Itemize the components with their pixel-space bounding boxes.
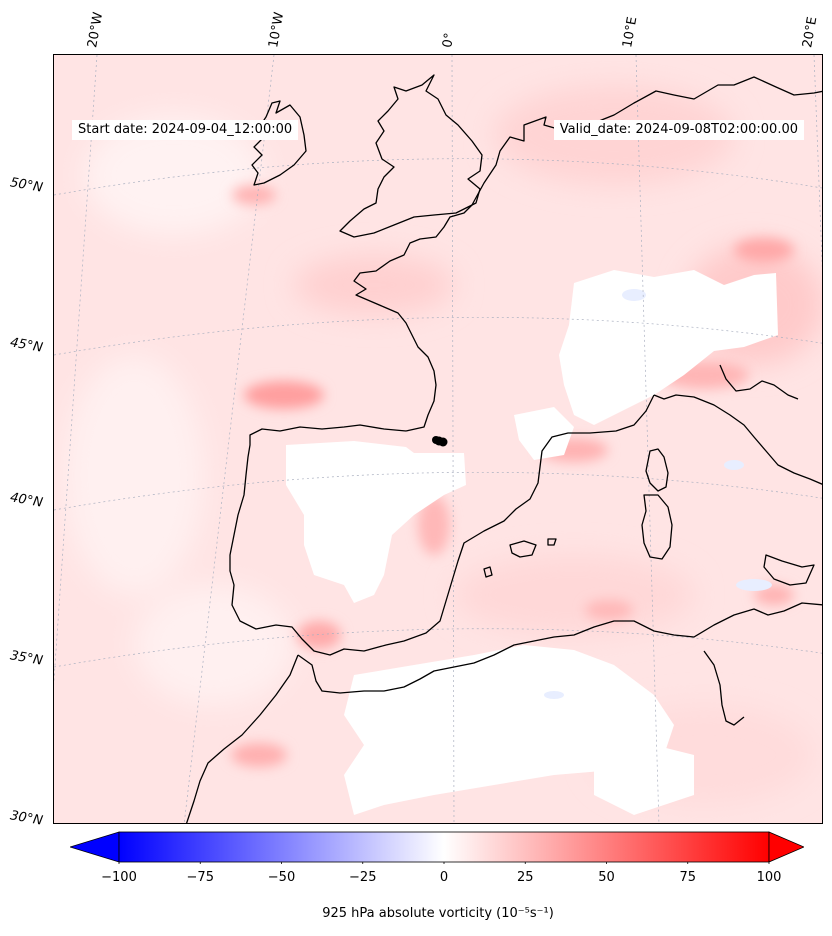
vorticity-maxima — [231, 185, 794, 767]
marker-cluster — [432, 436, 448, 447]
lat-label-40n: 40°N — [8, 490, 44, 511]
colorbar-tick-label: 50 — [598, 870, 615, 885]
coastline-britain — [339, 74, 483, 238]
coastline-italy — [653, 394, 822, 485]
negative-vorticity-patches — [544, 289, 772, 699]
colorbar-tick-label: −25 — [349, 870, 377, 885]
coastline-adriatic — [719, 364, 799, 400]
lat-label-30n: 30°N — [8, 808, 44, 829]
coastlines — [185, 74, 822, 823]
colorbar — [70, 831, 804, 864]
colorbar-label: 925 hPa absolute vorticity (10⁻⁵s⁻¹) — [322, 906, 554, 921]
masked-terrain — [286, 270, 778, 815]
coastline-tunisia — [703, 650, 745, 726]
vorticity-field — [64, 85, 822, 805]
colorbar-tick-label: −50 — [267, 870, 296, 885]
colorbar-tick-label: 0 — [439, 870, 449, 885]
lon-label-10e: 10°E — [620, 15, 641, 49]
lat-label-50n: 50°N — [8, 175, 44, 196]
colorbar-tick-label: −100 — [101, 870, 137, 885]
coastline-ireland — [251, 100, 307, 186]
coastline-balearic-mallorca — [509, 540, 537, 558]
colorbar-tick-label: 100 — [756, 870, 782, 885]
valid-date-label: Valid_date: 2024-09-08T02:00:00.00 — [553, 120, 804, 140]
vorticity-map — [54, 55, 822, 823]
lon-label-20w: 20°W — [85, 11, 107, 50]
lon-label-0: 0° — [440, 31, 458, 49]
colorbar-tick-label: −75 — [186, 870, 214, 885]
coastline-morocco — [185, 654, 299, 823]
coastline-iberia — [229, 394, 655, 656]
coastline-sardinia — [641, 494, 673, 560]
coastline-sicily — [763, 554, 815, 586]
map-panel: Start date: 2024-09-04_12:00:00 Valid_da… — [53, 54, 823, 824]
lat-label-35n: 35°N — [8, 648, 44, 669]
colorbar-tick-label: 25 — [516, 870, 534, 885]
lon-label-10w: 10°W — [266, 11, 288, 50]
colorbar-max-extend — [768, 831, 804, 863]
lat-label-45n: 45°N — [8, 335, 44, 356]
coastline-europe-north — [353, 76, 822, 432]
colorbar-gradient — [118, 831, 770, 863]
start-date-label: Start date: 2024-09-04_12:00:00 — [72, 120, 299, 140]
coastline-corsica — [645, 448, 669, 492]
colorbar-tick-label: 75 — [679, 870, 697, 885]
colorbar-min-extend — [70, 831, 120, 863]
coastline-balearic-ibiza — [483, 566, 493, 578]
graticule — [54, 55, 822, 823]
coastline-africa — [297, 602, 822, 694]
coastline-balearic-menorca — [547, 538, 557, 546]
lon-label-20e: 20°E — [800, 15, 821, 49]
